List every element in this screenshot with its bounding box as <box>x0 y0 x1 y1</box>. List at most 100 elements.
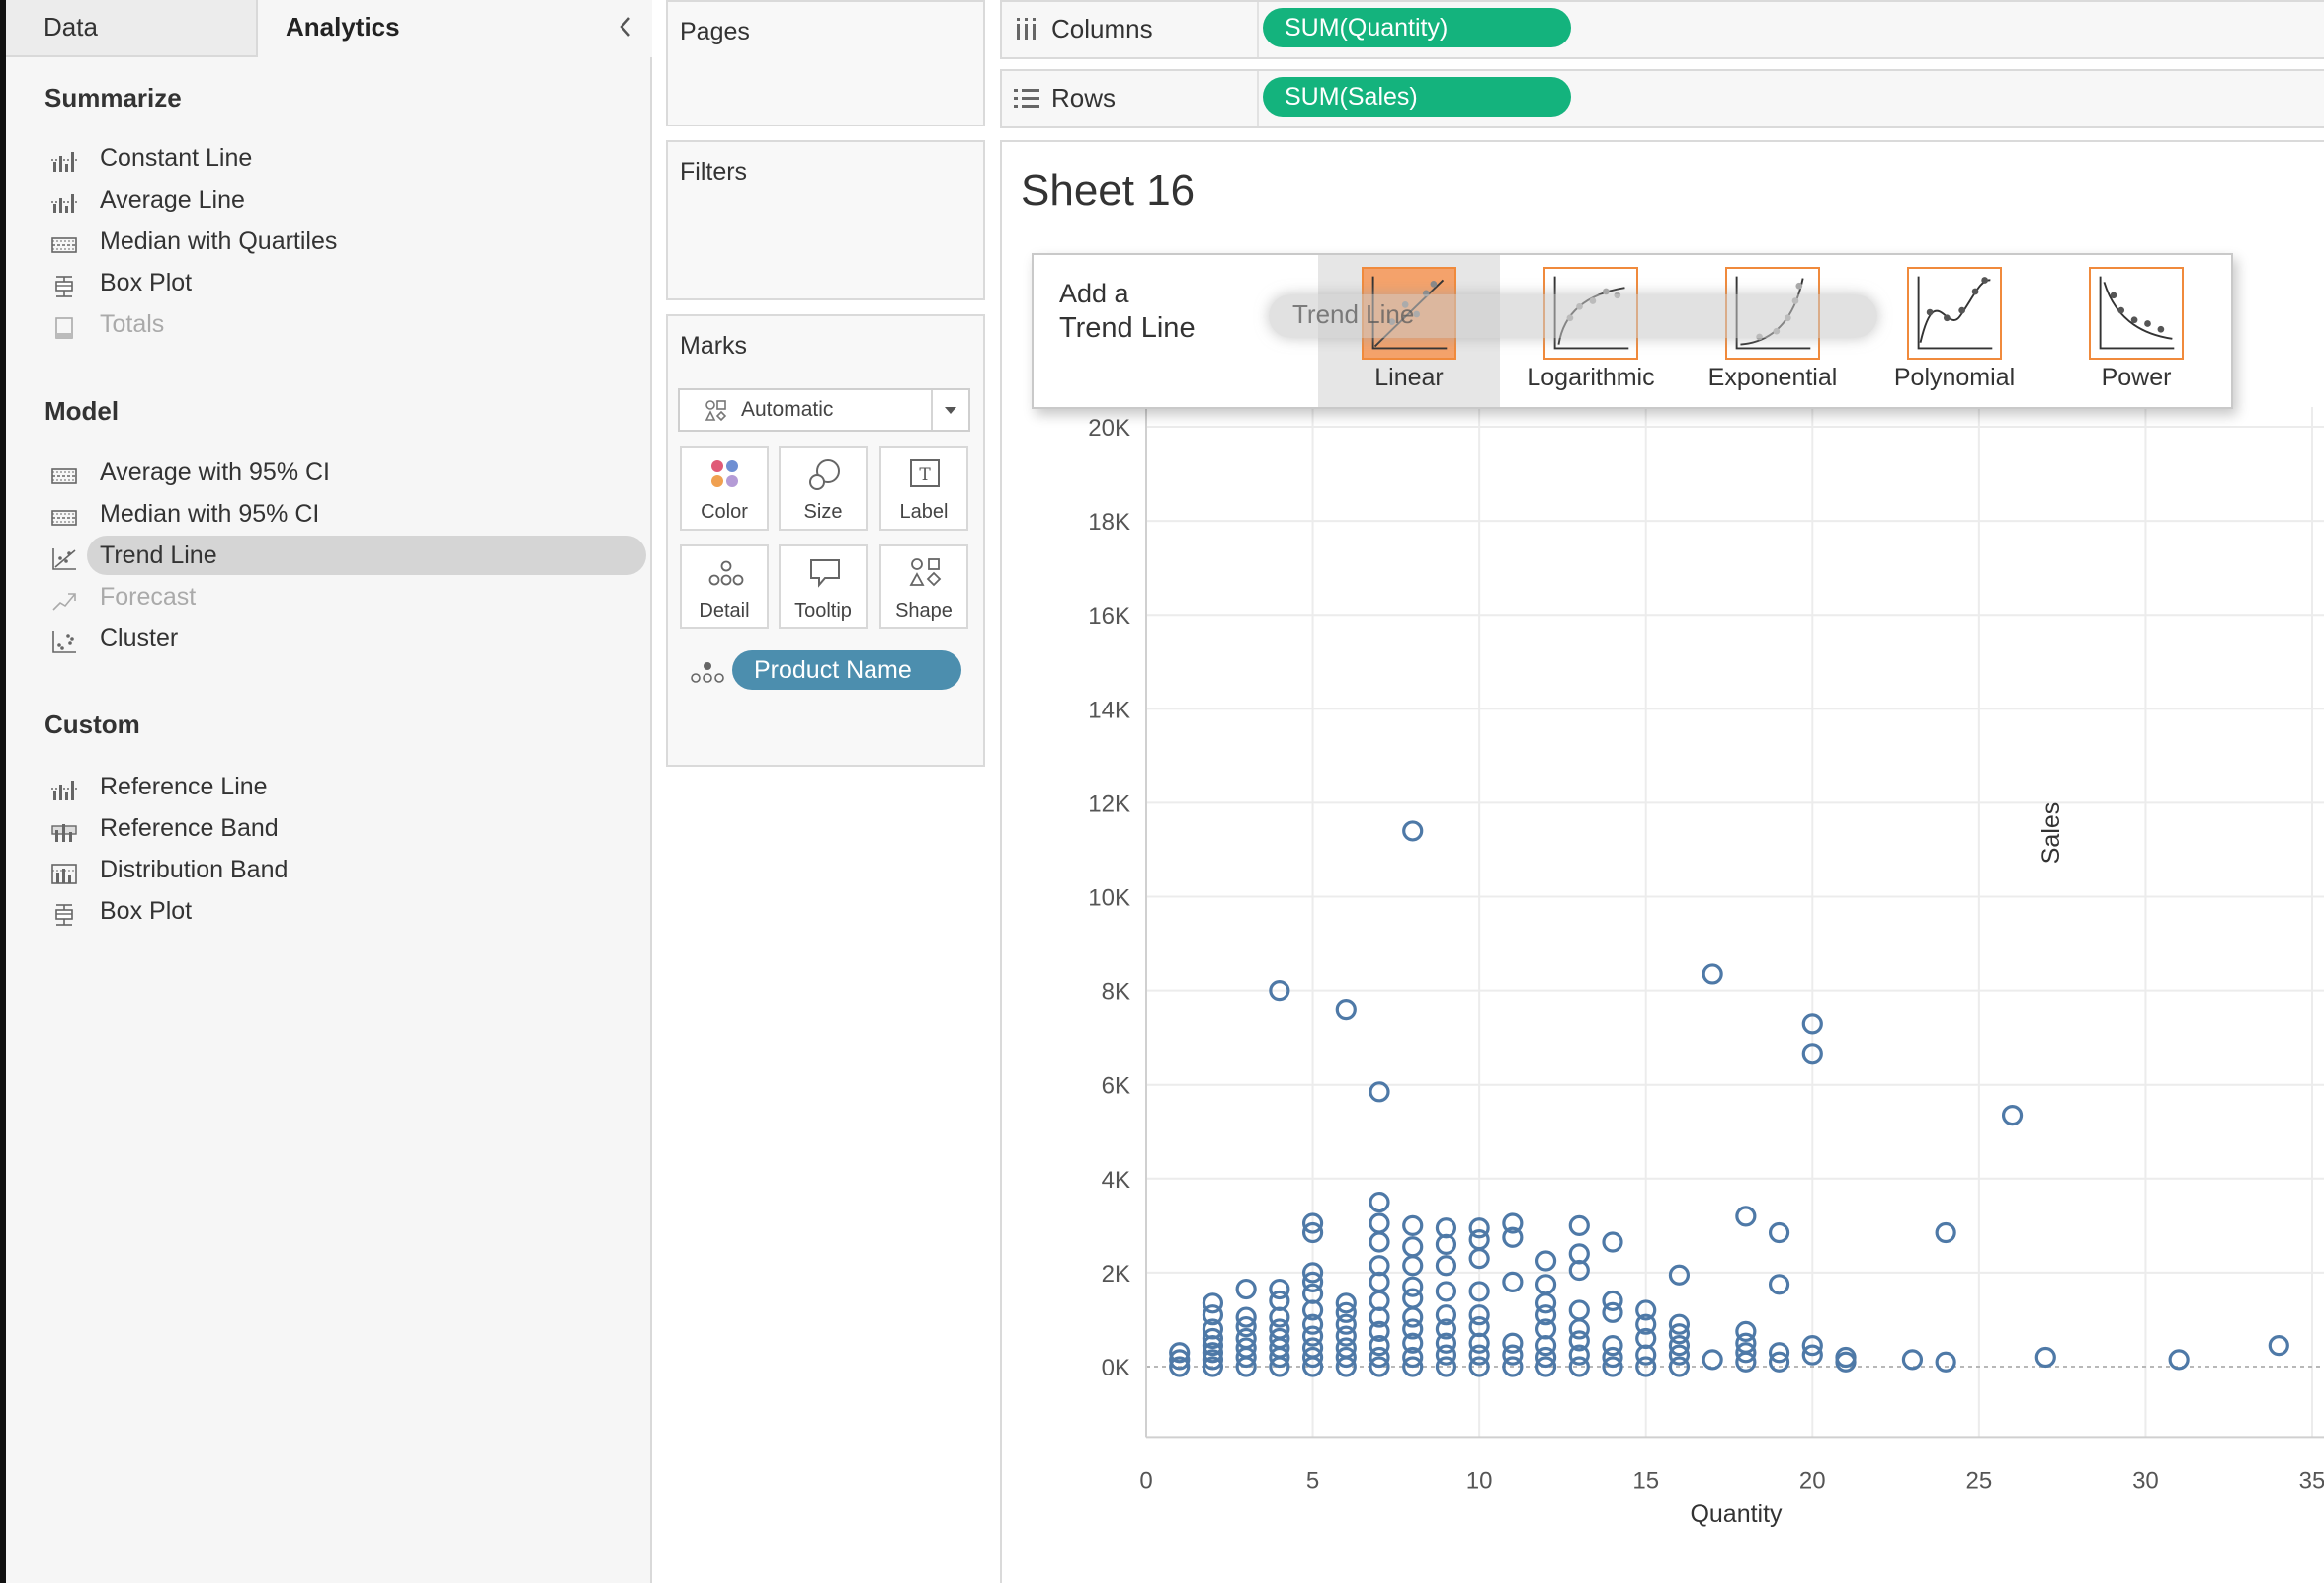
scatter-point[interactable] <box>1568 1214 1590 1236</box>
analytics-item-median-with-95-ci[interactable]: Median with 95% CI <box>42 494 644 534</box>
analytics-item-trend-line[interactable]: Trend Line <box>42 536 646 575</box>
scatter-point[interactable] <box>1369 1255 1390 1277</box>
scatter-point[interactable] <box>1502 1271 1524 1293</box>
scatter-point[interactable] <box>1369 1356 1390 1377</box>
tab-analytics[interactable]: Analytics <box>258 0 652 57</box>
scatter-point[interactable] <box>1435 1217 1457 1239</box>
product-name-pill[interactable]: Product Name <box>732 650 961 690</box>
scatter-point[interactable] <box>1269 1318 1290 1340</box>
scatter-point[interactable] <box>1635 1299 1657 1321</box>
scatter-point[interactable] <box>1269 1278 1290 1300</box>
scatter-point[interactable] <box>1535 1356 1557 1377</box>
scatter-point[interactable] <box>1402 820 1424 842</box>
scatter-point[interactable] <box>1602 1346 1623 1369</box>
scatter-point[interactable] <box>1202 1327 1224 1350</box>
mark-type-dropdown[interactable]: Automatic <box>678 388 970 432</box>
scatter-point[interactable] <box>1235 1315 1257 1338</box>
scatter-point[interactable] <box>1269 979 1290 1002</box>
scatter-point[interactable] <box>1301 1337 1324 1359</box>
scatter-point[interactable] <box>1402 1214 1424 1236</box>
scatter-point[interactable] <box>1568 1243 1590 1265</box>
scatter-point[interactable] <box>1402 1306 1424 1328</box>
scatter-point[interactable] <box>1335 1346 1357 1369</box>
scatter-point[interactable] <box>1369 1231 1390 1253</box>
scatter-point[interactable] <box>1635 1327 1657 1350</box>
scatter-point[interactable] <box>1668 1335 1691 1357</box>
scatter-point[interactable] <box>1235 1306 1257 1328</box>
scatter-point[interactable] <box>1735 1320 1757 1342</box>
scatter-point[interactable] <box>1402 1356 1424 1377</box>
scatter-point[interactable] <box>1369 1212 1390 1234</box>
scatter-point[interactable] <box>1202 1292 1224 1314</box>
scatter-point[interactable] <box>1768 1351 1790 1373</box>
scatter-point[interactable] <box>1668 1264 1691 1286</box>
analytics-item-constant-line[interactable]: Constant Line <box>42 138 644 178</box>
trend-option-power[interactable]: Power <box>2045 255 2227 407</box>
columns-shelf[interactable]: Columns <box>1000 0 2324 59</box>
scatter-point[interactable] <box>1301 1271 1324 1293</box>
scatter-point[interactable] <box>1435 1318 1457 1340</box>
scatter-point[interactable] <box>1269 1290 1290 1312</box>
scatter-point[interactable] <box>1235 1278 1257 1300</box>
scatter-point[interactable] <box>1602 1335 1623 1357</box>
scatter-point[interactable] <box>1435 1356 1457 1377</box>
analytics-item-median-with-quartiles[interactable]: Median with Quartiles <box>42 221 644 261</box>
scatter-point[interactable] <box>1435 1304 1457 1326</box>
scatter-point[interactable] <box>1735 1342 1757 1364</box>
analytics-item-box-plot[interactable]: Box Plot <box>42 891 644 931</box>
scatter-point[interactable] <box>1468 1217 1490 1239</box>
scatter-point[interactable] <box>1169 1356 1191 1377</box>
scatter-point[interactable] <box>2034 1346 2056 1369</box>
analytics-item-distribution-band[interactable]: Distribution Band <box>42 850 644 889</box>
scatter-point[interactable] <box>1668 1323 1691 1345</box>
marks-size-button[interactable]: Size <box>779 446 868 531</box>
scatter-point[interactable] <box>1435 1255 1457 1277</box>
scatter-point[interactable] <box>1502 1332 1524 1354</box>
scatter-point[interactable] <box>1635 1313 1657 1335</box>
trend-option-polynomial[interactable]: Polynomial <box>1864 255 2045 407</box>
scatter-point[interactable] <box>1635 1356 1657 1377</box>
scatter-point[interactable] <box>1435 1332 1457 1354</box>
columns-pill[interactable]: SUM(Quantity) <box>1263 8 1571 47</box>
scatter-point[interactable] <box>1335 1313 1357 1335</box>
scatter-point[interactable] <box>1602 1356 1623 1377</box>
scatter-point[interactable] <box>1335 999 1357 1021</box>
tab-data[interactable]: Data <box>6 0 258 57</box>
scatter-point[interactable] <box>1202 1349 1224 1371</box>
scatter-point[interactable] <box>1568 1344 1590 1366</box>
scatter-point[interactable] <box>1301 1313 1324 1335</box>
scatter-point[interactable] <box>1502 1356 1524 1377</box>
scatter-point[interactable] <box>1235 1337 1257 1359</box>
scatter-point[interactable] <box>1768 1221 1790 1244</box>
scatter-point[interactable] <box>1402 1288 1424 1309</box>
scatter-point[interactable] <box>1568 1356 1590 1377</box>
scatter-point[interactable] <box>1468 1315 1490 1338</box>
scatter-point[interactable] <box>1535 1346 1557 1369</box>
scatter-point[interactable] <box>1202 1356 1224 1377</box>
scatter-point[interactable] <box>1235 1327 1257 1350</box>
scatter-point[interactable] <box>1935 1221 1956 1244</box>
analytics-item-average-with-95-ci[interactable]: Average with 95% CI <box>42 453 644 492</box>
scatter-point[interactable] <box>1202 1318 1224 1340</box>
scatter-point[interactable] <box>1668 1313 1691 1335</box>
scatter-point[interactable] <box>1369 1346 1390 1369</box>
scatter-point[interactable] <box>1801 1013 1823 1035</box>
scatter-point[interactable] <box>1668 1344 1691 1366</box>
scatter-point[interactable] <box>1535 1318 1557 1340</box>
scatter-point[interactable] <box>1568 1318 1590 1340</box>
scatter-point[interactable] <box>1402 1236 1424 1258</box>
dragged-trend-line-item[interactable]: Trend Line <box>1269 294 1877 338</box>
analytics-item-average-line[interactable]: Average Line <box>42 180 644 219</box>
scatter-point[interactable] <box>1502 1212 1524 1234</box>
scatter-point[interactable] <box>2168 1349 2190 1371</box>
collapse-pane-icon[interactable] <box>611 12 640 42</box>
scatter-point[interactable] <box>1535 1304 1557 1326</box>
scatter-point[interactable] <box>1169 1349 1191 1371</box>
scatter-point[interactable] <box>1301 1262 1324 1284</box>
marks-label-button[interactable]: T Label <box>879 446 968 531</box>
scatter-point[interactable] <box>1668 1356 1691 1377</box>
scatter-point[interactable] <box>1335 1325 1357 1347</box>
scatter-point[interactable] <box>1202 1342 1224 1364</box>
scatter-point[interactable] <box>1735 1332 1757 1354</box>
scatter-point[interactable] <box>1702 963 1723 985</box>
